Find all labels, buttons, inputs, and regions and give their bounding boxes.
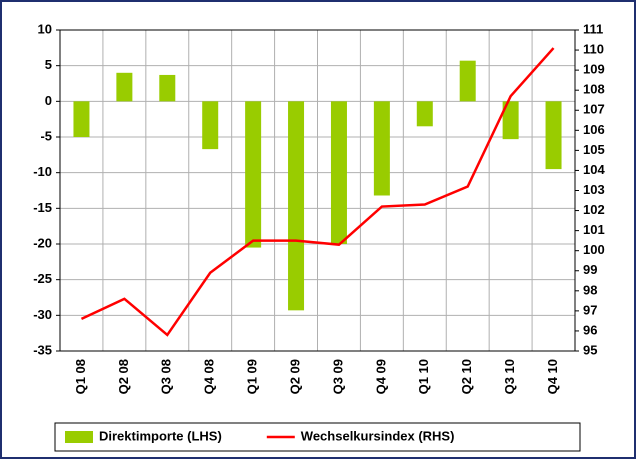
- x-tick-label: Q1 09: [245, 359, 260, 394]
- bar: [502, 101, 519, 140]
- y-tick-label: -20: [33, 235, 52, 250]
- y-tick-label: 10: [38, 21, 52, 36]
- y-tick-label: -35: [33, 342, 52, 357]
- line: [80, 47, 555, 337]
- legend-swatch: [65, 431, 93, 443]
- bar: [202, 101, 219, 150]
- x-tick-label: Q3 08: [159, 359, 174, 394]
- y-tick-label: -5: [40, 128, 52, 143]
- x-tick-label: Q4 10: [545, 359, 560, 394]
- y2-tick-label: 99: [583, 262, 597, 277]
- x-tick-label: Q3 09: [330, 359, 345, 394]
- y-tick-label: -30: [33, 307, 52, 322]
- legend-label: Wechselkursindex (RHS): [301, 428, 455, 443]
- y2-tick-label: 111: [583, 21, 603, 36]
- y2-tick-label: 110: [583, 42, 604, 57]
- x-tick-label: Q1 08: [73, 359, 88, 394]
- y-tick-label: 0: [45, 93, 52, 108]
- legend-box: [54, 422, 581, 452]
- y2-tick-label: 109: [583, 62, 605, 77]
- y2-tick-label: 105: [583, 142, 605, 157]
- legend-label: Direktimporte (LHS): [99, 428, 222, 443]
- y-tick-label: -25: [33, 271, 52, 286]
- bar: [245, 101, 262, 248]
- x-tick-label: Q4 08: [202, 359, 217, 394]
- y-tick-label: -15: [33, 200, 52, 215]
- bar: [459, 60, 476, 102]
- x-tick-label: Q2 10: [459, 359, 474, 394]
- y2-tick-label: 106: [583, 122, 605, 137]
- y2-tick-label: 103: [583, 182, 605, 197]
- y2-tick-label: 97: [583, 302, 597, 317]
- bar: [330, 101, 347, 244]
- y2-tick-label: 108: [583, 82, 605, 97]
- y2-tick-label: 96: [583, 322, 597, 337]
- y2-tick-label: 100: [583, 242, 605, 257]
- bar: [116, 72, 133, 102]
- y-tick-label: 5: [45, 57, 52, 72]
- y2-tick-label: 101: [583, 222, 605, 237]
- y2-tick-label: 95: [583, 342, 597, 357]
- bar: [159, 74, 176, 102]
- y2-tick-label: 98: [583, 282, 597, 297]
- y-tick-label: -10: [33, 164, 52, 179]
- y2-tick-label: 102: [583, 202, 605, 217]
- x-tick-label: Q2 09: [287, 359, 302, 394]
- y2-tick-label: 107: [583, 102, 605, 117]
- x-tick-label: Q3 10: [502, 359, 517, 394]
- x-tick-label: Q1 10: [416, 359, 431, 394]
- plot-border: [59, 29, 576, 352]
- bar: [416, 101, 433, 127]
- bar: [73, 101, 90, 137]
- x-tick-label: Q4 09: [373, 359, 388, 394]
- x-tick-label: Q2 08: [116, 359, 131, 394]
- y2-tick-label: 104: [583, 162, 605, 177]
- bar: [373, 101, 390, 196]
- bar: [545, 101, 562, 170]
- bar: [288, 101, 305, 311]
